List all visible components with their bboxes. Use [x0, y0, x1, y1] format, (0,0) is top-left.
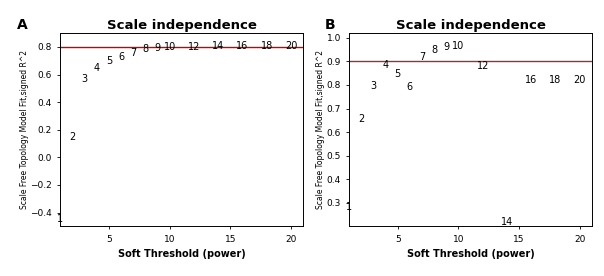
Text: 8: 8	[431, 45, 437, 55]
Text: 9: 9	[443, 42, 449, 52]
Title: Scale independence: Scale independence	[396, 19, 545, 32]
Text: 3: 3	[82, 74, 88, 84]
Text: 7: 7	[130, 48, 137, 58]
Title: Scale independence: Scale independence	[107, 19, 257, 32]
Text: 1: 1	[57, 214, 63, 224]
Text: 6: 6	[407, 82, 413, 92]
Text: 3: 3	[370, 81, 376, 91]
Text: 12: 12	[188, 42, 200, 52]
Text: 5: 5	[106, 56, 112, 66]
Text: 7: 7	[419, 52, 425, 62]
Text: 5: 5	[394, 69, 401, 79]
Text: 18: 18	[550, 75, 562, 85]
Y-axis label: Scale Free Topology Model Fit,signed R^2: Scale Free Topology Model Fit,signed R^2	[20, 50, 29, 209]
Text: 1: 1	[346, 203, 352, 213]
Text: 4: 4	[382, 60, 389, 70]
Text: 9: 9	[155, 43, 161, 53]
Text: 16: 16	[525, 75, 538, 85]
Text: 2: 2	[358, 114, 364, 124]
Text: 10: 10	[452, 41, 464, 51]
X-axis label: Soft Threshold (power): Soft Threshold (power)	[118, 249, 246, 259]
Text: B: B	[325, 18, 336, 32]
Text: A: A	[17, 18, 27, 32]
Text: 6: 6	[118, 52, 124, 62]
Text: 10: 10	[164, 42, 176, 52]
Text: 20: 20	[284, 41, 297, 51]
Text: 14: 14	[501, 217, 513, 227]
Text: 14: 14	[212, 41, 224, 51]
Text: 18: 18	[260, 41, 273, 51]
Text: 12: 12	[477, 61, 489, 71]
Y-axis label: Scale Free Topology Model Fit,signed R^2: Scale Free Topology Model Fit,signed R^2	[316, 50, 325, 209]
Text: 8: 8	[143, 44, 149, 54]
Text: 16: 16	[236, 41, 248, 51]
Text: 4: 4	[94, 63, 100, 73]
Text: 2: 2	[69, 132, 76, 142]
X-axis label: Soft Threshold (power): Soft Threshold (power)	[406, 249, 535, 259]
Text: 20: 20	[574, 75, 586, 85]
